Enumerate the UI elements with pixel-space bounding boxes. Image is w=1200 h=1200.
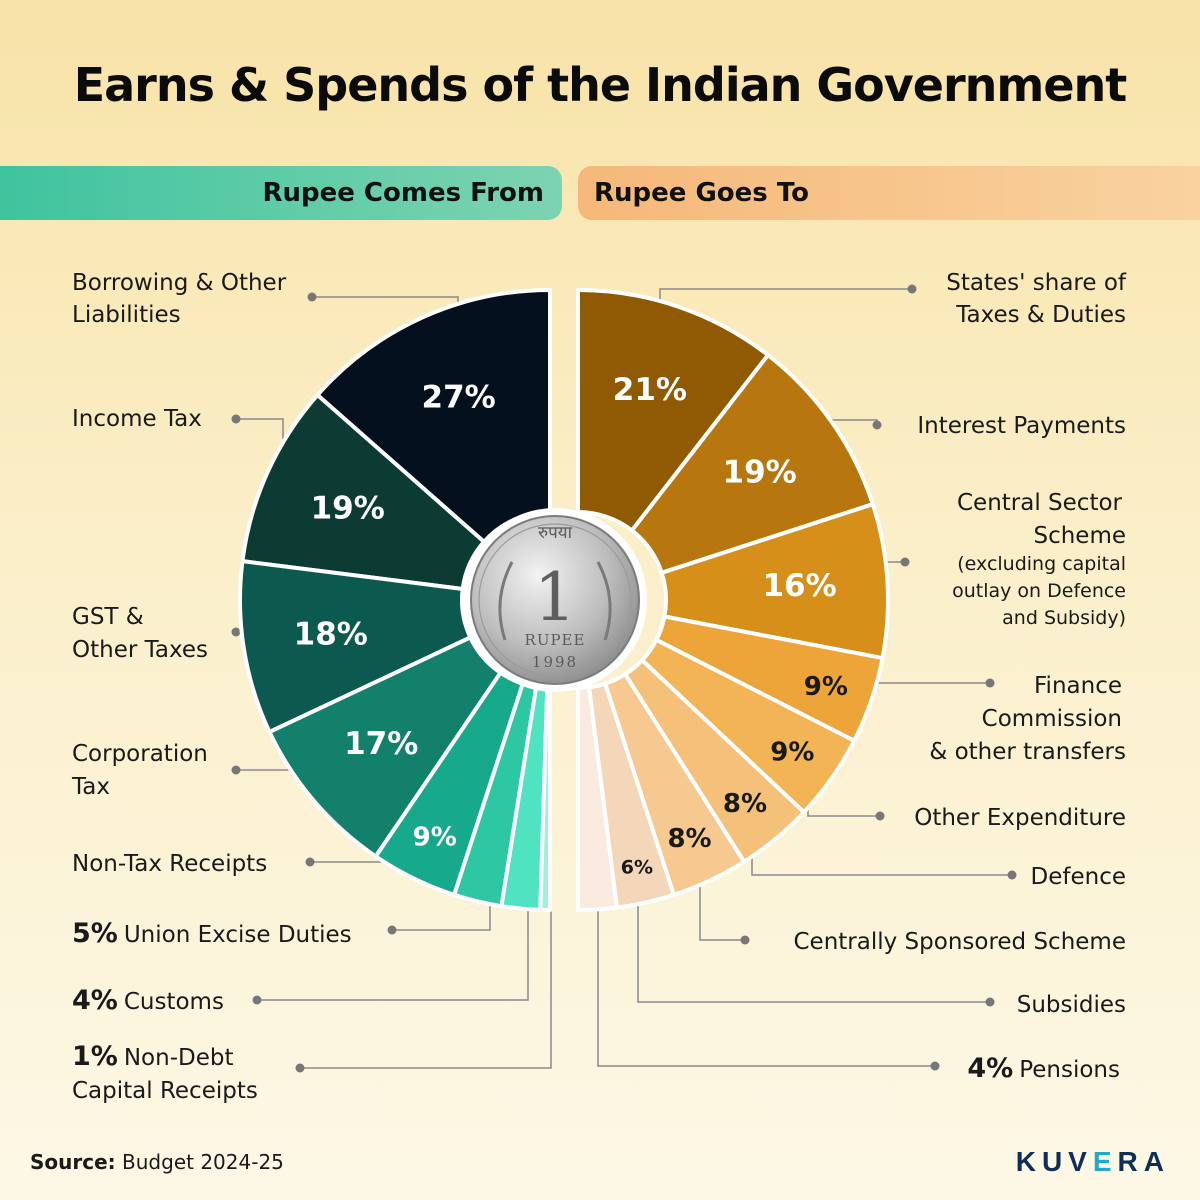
slice-states-share-of-taxes-duties: [576, 288, 771, 533]
label-subsidies: Subsidies: [1017, 992, 1126, 1018]
leader-dot-finance-commission-other-transfers: [985, 678, 995, 688]
label-non-tax: Non-Tax Receipts: [72, 851, 267, 877]
leader-dot-central-sector-scheme-excluding-capital-outlay-on-defence-and-subsidy: [900, 557, 910, 567]
kuvera-logo: KUVERA: [1015, 1146, 1170, 1177]
label-central-note-line2: outlay on Defence: [952, 580, 1126, 602]
label-non-debt-line2: Capital Receipts: [72, 1078, 258, 1104]
label-non-debt-line1: 1% Non-Debt: [72, 1041, 233, 1072]
leader-dot-other-expenditure: [875, 811, 885, 821]
right-labels: States' share of Taxes & Duties Interest…: [793, 270, 1126, 1084]
leader-dot-interest-payments: [872, 420, 882, 430]
leader-dot-union-excise-duties: [387, 925, 397, 935]
slice-gst-other-taxes: [238, 559, 473, 734]
slice-central-sector-scheme-excluding-capital-outlay-on-defence-and-subsidy: [659, 502, 890, 661]
slice-interest-payments: [629, 353, 875, 575]
label-corporation-line2: Tax: [71, 774, 110, 800]
pct-non-tax-receipts: 9%: [413, 822, 457, 852]
leader-dot-non-tax-receipts: [305, 857, 315, 867]
coin-top-text: रुपया: [538, 523, 573, 543]
pct-centrally-sponsored-scheme: 8%: [667, 824, 711, 854]
label-states-line1: States' share of: [946, 270, 1127, 296]
coin-year: 1998: [532, 653, 578, 671]
label-borrowing-line2: Liabilities: [72, 302, 181, 328]
leader-line-customs: [257, 870, 529, 1001]
label-central-line1: Central Sector: [957, 490, 1123, 516]
pct-states-share-of-taxes-duties: 21%: [613, 372, 687, 408]
label-central-note-line1: (excluding capital: [957, 553, 1126, 575]
label-pensions: 4% Pensions: [967, 1053, 1120, 1084]
donut-slices: [238, 288, 890, 912]
label-central-note-line3: and Subsidy): [1002, 607, 1126, 629]
leader-dot-states-share-of-taxes-duties: [907, 284, 917, 294]
pct-corporation-tax: 17%: [344, 726, 418, 762]
leader-dot-income-tax: [231, 414, 241, 424]
pct-subsidies: 6%: [621, 856, 653, 878]
banner-right-label: Rupee Goes To: [594, 178, 809, 208]
label-finance-line2: Commission: [982, 706, 1122, 732]
leader-dot-centrally-sponsored-scheme: [740, 935, 750, 945]
pct-other-expenditure: 9%: [770, 738, 814, 768]
left-labels: Borrowing & Other Liabilities Income Tax…: [71, 270, 352, 1104]
pct-borrowing-other-liabilities: 27%: [422, 380, 496, 416]
rupee-coin-image: रुपया 1 RUPEE 1998: [463, 508, 647, 692]
pct-central-sector-scheme-excluding-capital-outlay-on-defence-and-subsidy: 16%: [762, 568, 836, 604]
pct-finance-commission-other-transfers: 9%: [804, 672, 848, 702]
slice-corporation-tax: [267, 635, 503, 859]
pct-defence: 8%: [723, 789, 767, 819]
label-states-line2: Taxes & Duties: [955, 302, 1126, 328]
pct-income-tax: 19%: [311, 491, 385, 527]
label-finance-line1: Finance: [1034, 673, 1122, 699]
source-note: Source: Budget 2024-25: [30, 1150, 284, 1174]
leader-dot-non-debt-capital-receipts: [295, 1063, 305, 1073]
pct-gst-other-taxes: 18%: [294, 617, 368, 653]
leader-line-defence: [751, 830, 1012, 876]
label-excise: 5% Union Excise Duties: [72, 918, 352, 949]
label-defence: Defence: [1031, 864, 1126, 890]
label-central-line2: Scheme: [1033, 523, 1126, 549]
label-interest: Interest Payments: [917, 413, 1126, 439]
banner-rupee-comes-from: Rupee Comes From: [0, 166, 562, 220]
leader-line-pensions: [597, 862, 935, 1067]
label-gst-line2: Other Taxes: [72, 637, 208, 663]
leader-dot-subsidies: [985, 997, 995, 1007]
leader-dot-defence: [1007, 870, 1017, 880]
leader-dot-customs: [252, 995, 262, 1005]
slice-income-tax: [240, 392, 486, 591]
leader-dot-pensions: [930, 1061, 940, 1071]
page-title: Earns & Spends of the Indian Government: [73, 58, 1128, 112]
label-borrowing-line1: Borrowing & Other: [72, 270, 287, 296]
leader-line-non-debt-capital-receipts: [300, 870, 552, 1069]
leader-dot-gst-other-taxes: [231, 627, 241, 637]
banner-left-label: Rupee Comes From: [262, 178, 544, 208]
slice-percent-labels: 27%19%18%17%9%21%19%16%9%9%8%8%6%: [294, 372, 848, 879]
pct-interest-payments: 19%: [723, 454, 797, 490]
label-corporation-line1: Corporation: [72, 741, 208, 767]
leader-dot-borrowing-other-liabilities: [307, 292, 317, 302]
label-finance-line3: & other transfers: [929, 739, 1126, 765]
label-other-expenditure: Other Expenditure: [914, 805, 1126, 831]
coin-word: RUPEE: [525, 631, 586, 649]
label-gst-line1: GST &: [72, 604, 144, 630]
label-customs: 4% Customs: [72, 985, 224, 1016]
leader-dot-corporation-tax: [231, 765, 241, 775]
label-income-tax: Income Tax: [72, 406, 202, 432]
coin-numeral: 1: [534, 559, 576, 636]
label-centrally-sponsored: Centrally Sponsored Scheme: [793, 929, 1126, 955]
banner-rupee-goes-to: Rupee Goes To: [578, 166, 1200, 220]
